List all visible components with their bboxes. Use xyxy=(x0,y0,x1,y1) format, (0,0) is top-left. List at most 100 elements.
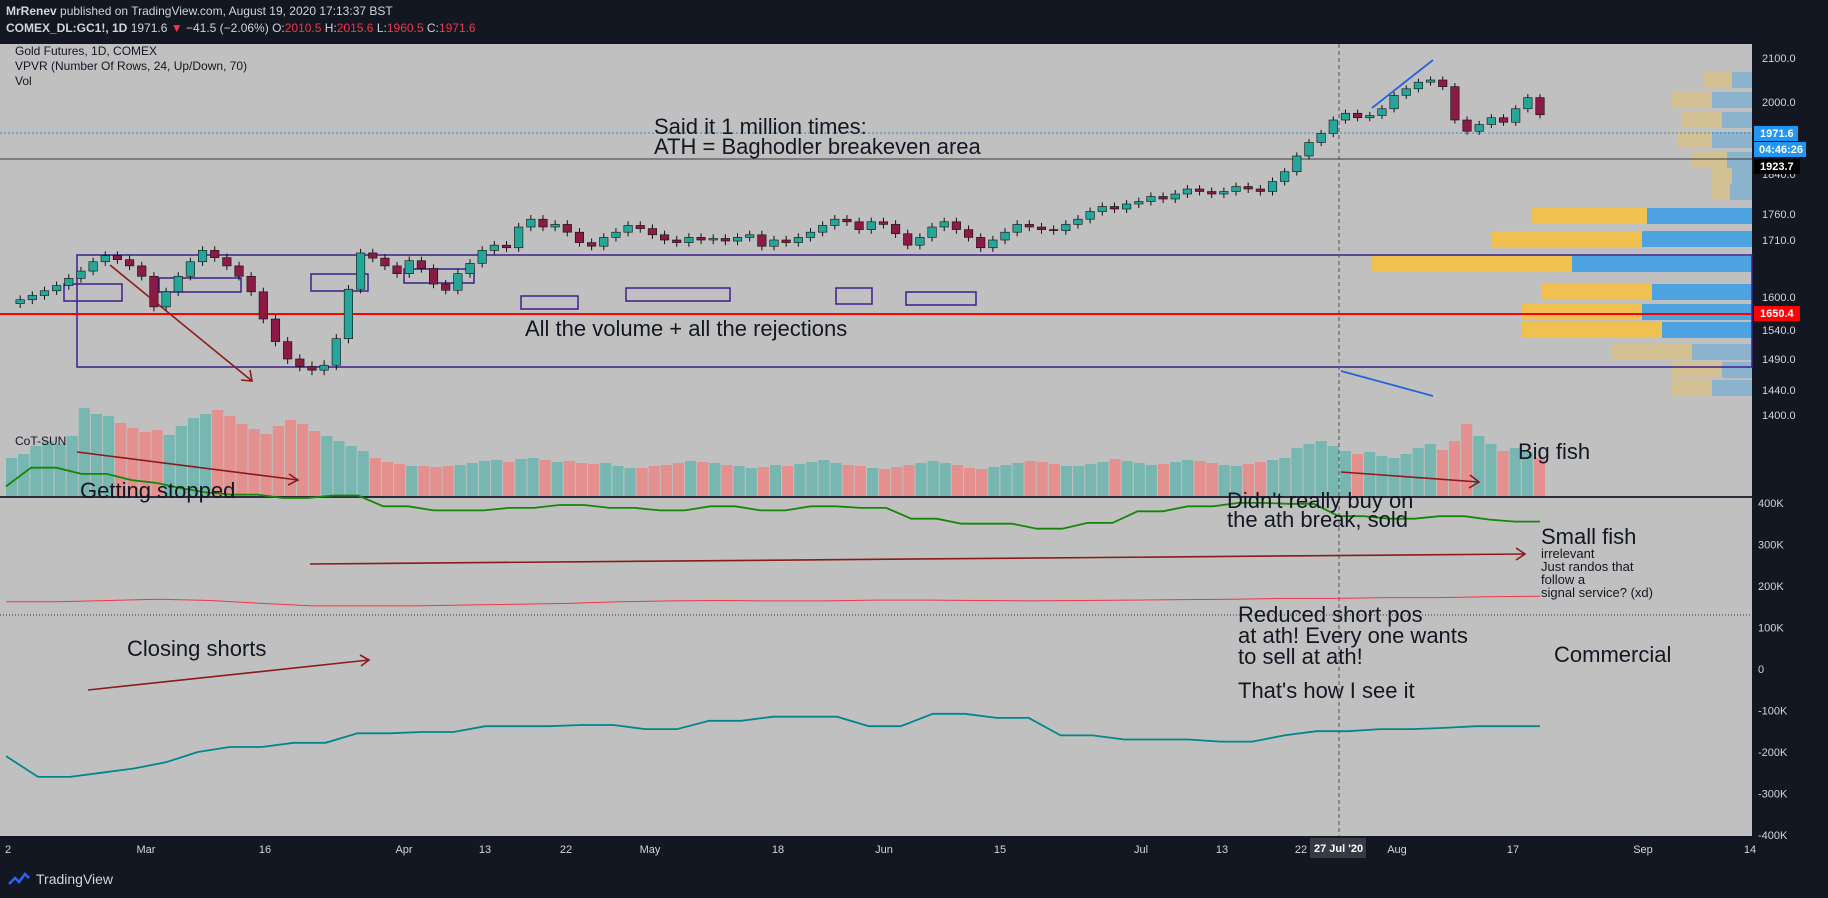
candle-body xyxy=(696,237,706,241)
vpvr-row-down xyxy=(1532,208,1647,224)
candle-body xyxy=(1292,155,1302,173)
close-label: C: xyxy=(426,21,439,35)
vpvr-row-up xyxy=(1712,380,1752,396)
volume-bar xyxy=(1242,464,1254,496)
publish-info: MrRenev published on TradingView.com, Au… xyxy=(6,4,393,18)
legend-vpvr: VPVR (Number Of Rows, 24, Up/Down, 70) xyxy=(15,59,247,73)
candle-body xyxy=(1170,193,1180,200)
down-arrow-line xyxy=(109,264,253,382)
volume-bar xyxy=(612,466,624,496)
big-fish-arrow-line xyxy=(1340,471,1480,483)
change-arrow-icon: ▼ xyxy=(170,21,183,35)
time-axis[interactable]: 2 Mar 16 Apr 13 22 May 18 Jun 15 Jul 13 22 Aug 17 Sep 14 xyxy=(5,844,1756,856)
volume-bar xyxy=(1206,463,1218,496)
volume-bar xyxy=(381,462,394,496)
candle-body xyxy=(891,224,901,235)
volume-bar xyxy=(1497,451,1509,496)
volume-bar xyxy=(1073,466,1085,496)
candle-body xyxy=(684,237,694,243)
candle-body xyxy=(453,273,463,291)
author-name[interactable]: MrRenev xyxy=(6,4,57,18)
candle-body xyxy=(1316,133,1326,143)
candle-body xyxy=(587,242,597,247)
candle-body xyxy=(343,288,354,340)
cot-axis[interactable]: 400K 300K 200K 100K 0 -100K -200K -300K -400K xyxy=(1758,498,1788,842)
candle-body xyxy=(611,231,621,238)
candle-body xyxy=(1061,224,1071,231)
candle-body xyxy=(368,252,378,259)
volume-bar xyxy=(660,465,672,496)
price-tick-9: 1400.0 xyxy=(1762,410,1796,422)
volume-bar xyxy=(1133,463,1145,496)
vpvr-row-down xyxy=(1672,92,1712,108)
candle-body xyxy=(550,224,560,228)
high-value: 2015.6 xyxy=(336,21,374,35)
volume-bar xyxy=(600,463,612,496)
vpvr-row-up xyxy=(1692,344,1752,360)
vpvr-row-down xyxy=(1677,132,1712,148)
candle-body xyxy=(1353,112,1363,119)
volume-bar xyxy=(1473,436,1485,496)
time-tick-9: 15 xyxy=(994,844,1006,856)
volume-bar xyxy=(139,432,151,496)
time-tick-2: 16 xyxy=(259,844,271,856)
volume-bar xyxy=(769,465,782,496)
vpvr-row-up xyxy=(1730,184,1752,200)
candle-body xyxy=(64,278,74,286)
crosshair-price-tag: 1923.7 xyxy=(1760,161,1794,173)
didnt-buy-note-2: the ath break, sold xyxy=(1227,507,1408,532)
candle-body xyxy=(1146,196,1156,202)
commercial-label: Commercial xyxy=(1554,642,1671,667)
vpvr-row-up xyxy=(1642,231,1752,247)
legend-cot: CoT-SUN xyxy=(15,434,66,448)
candle-body xyxy=(197,250,208,263)
volume-bar xyxy=(503,462,515,496)
volume-bar xyxy=(248,429,260,496)
candle-body xyxy=(112,255,122,260)
price-tick-8: 1440.0 xyxy=(1762,385,1796,397)
price-tick-4: 1710.0 xyxy=(1762,235,1796,247)
time-tick-16: 14 xyxy=(1744,844,1756,856)
volume-bar xyxy=(394,464,406,496)
candle-body xyxy=(1280,171,1290,182)
candle-body xyxy=(392,265,402,274)
candle-body xyxy=(805,231,816,238)
candle-body xyxy=(939,221,949,228)
candle-body xyxy=(1377,108,1387,116)
time-tick-8: Jun xyxy=(875,844,893,856)
volume-bar xyxy=(1303,444,1315,496)
volume-bar xyxy=(1145,465,1157,496)
volume-bar xyxy=(1509,448,1521,496)
price-tick-5: 1600.0 xyxy=(1762,292,1796,304)
volume-bar xyxy=(709,463,721,496)
last-price: 1971.6 xyxy=(130,21,168,35)
volume-bar xyxy=(1194,461,1206,496)
candle-body xyxy=(1195,188,1205,192)
vpvr-row-up xyxy=(1732,168,1752,184)
volume-bar xyxy=(1291,448,1303,496)
trend-lines xyxy=(1340,59,1434,397)
volume-bar xyxy=(515,459,527,496)
drawn-arrows xyxy=(76,264,1527,691)
candle-body xyxy=(1389,95,1399,110)
vpvr-row-up xyxy=(1647,208,1752,224)
volume-bar xyxy=(830,463,842,496)
volume-bar xyxy=(575,463,588,496)
candle-body xyxy=(732,237,743,242)
chart-canvas[interactable]: Gold Futures, 1D, COMEX VPVR (Number Of … xyxy=(0,44,1828,862)
volume-bar xyxy=(1267,460,1279,496)
candle-body xyxy=(1486,117,1496,125)
candle-body xyxy=(781,239,791,243)
tradingview-logo[interactable]: TradingView xyxy=(8,871,113,887)
vpvr-row-up xyxy=(1652,284,1752,300)
candle-body xyxy=(416,260,426,269)
candle-body xyxy=(599,237,609,247)
volume-bar xyxy=(963,468,976,496)
candle-body xyxy=(951,221,961,230)
thats-how-note: That's how I see it xyxy=(1238,678,1415,703)
candle-body xyxy=(1523,97,1533,110)
ath-note-sub: ATH = Baghodler breakeven area xyxy=(654,134,981,159)
stopped-arrow-head xyxy=(287,473,300,486)
shorts-arrow-head xyxy=(359,654,371,667)
volume-bar xyxy=(66,436,78,496)
